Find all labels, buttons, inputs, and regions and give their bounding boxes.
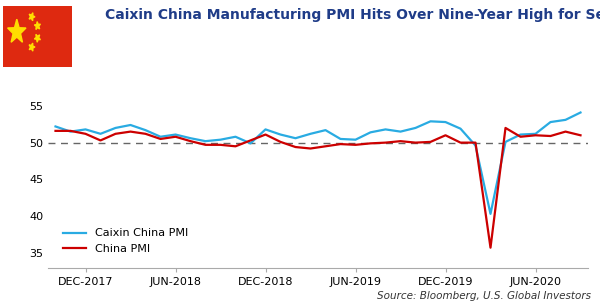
Text: Caixin China Manufacturing PMI Hits Over Nine-Year High for Second Straight Mont: Caixin China Manufacturing PMI Hits Over… — [105, 8, 600, 22]
Legend: Caixin China PMI, China PMI: Caixin China PMI, China PMI — [59, 224, 192, 258]
Text: Source: Bloomberg, U.S. Global Investors: Source: Bloomberg, U.S. Global Investors — [377, 291, 591, 301]
Polygon shape — [29, 13, 35, 21]
Polygon shape — [8, 19, 26, 42]
Polygon shape — [29, 43, 35, 51]
Polygon shape — [34, 34, 40, 42]
Polygon shape — [34, 22, 40, 29]
